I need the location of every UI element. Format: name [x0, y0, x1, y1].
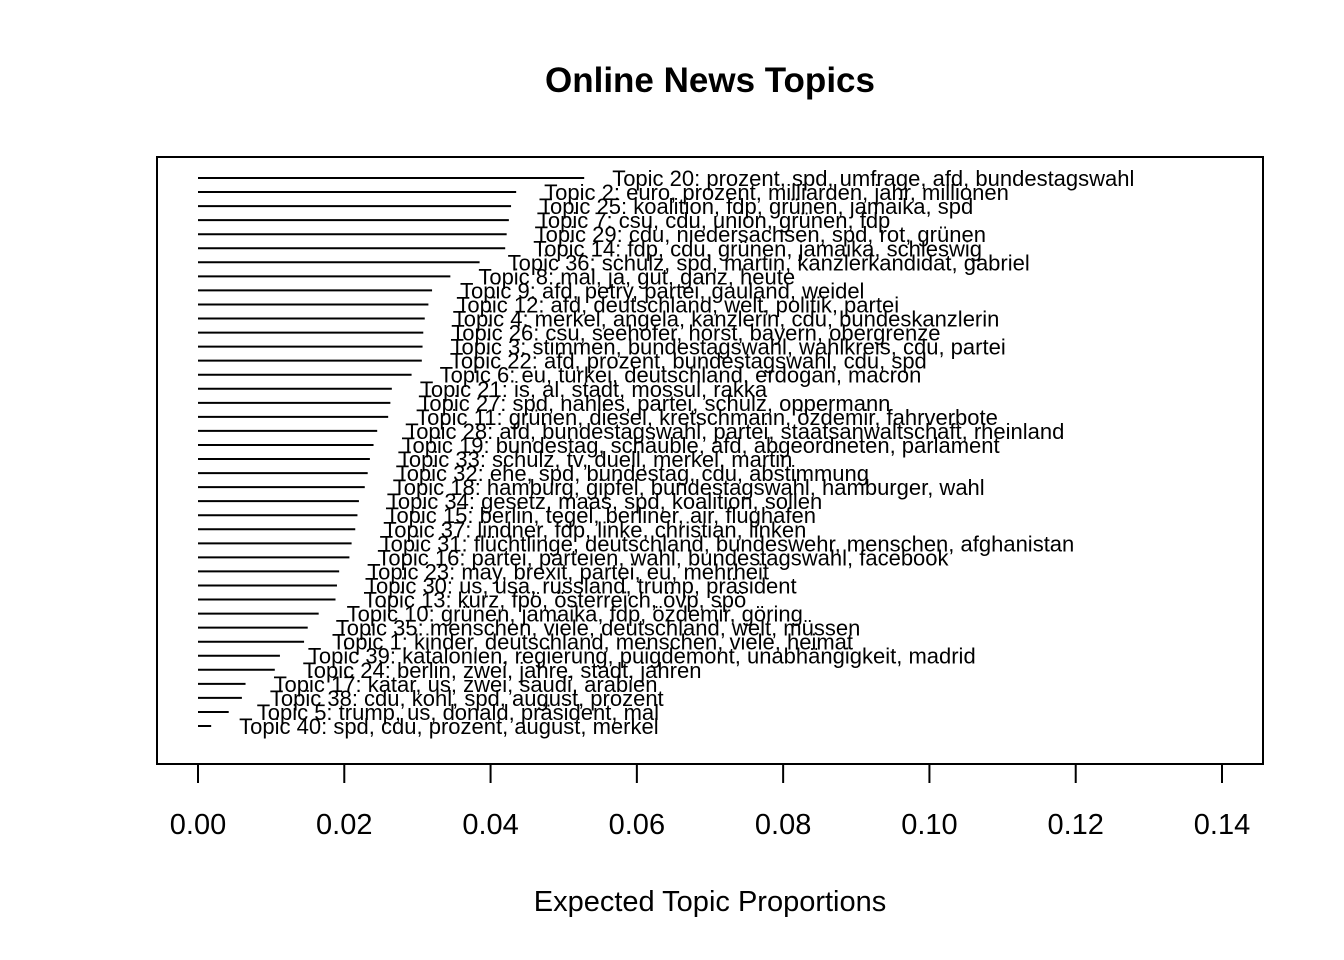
- chart-marks: Topic 20: prozent, spd, umfrage, afd, bu…: [198, 166, 1134, 739]
- chart-title: Online News Topics: [545, 61, 875, 100]
- topic-label: Topic 14: fdp, cdu, grünen, jamaika, sch…: [533, 236, 982, 261]
- topic-label: Topic 21: is, al, stadt, mossul, rakka: [420, 377, 768, 402]
- topic-label: Topic 11: grünen, diesel, kretschmann, ö…: [416, 405, 998, 430]
- topic-label: Topic 35: menschen, viele, deutschland, …: [336, 616, 861, 641]
- topic-label: Topic 12: afd, deutschland, welt, politi…: [456, 292, 899, 317]
- x-tick-label: 0.08: [755, 809, 811, 841]
- topic-label: Topic 37: lindner, fdp, linke, christian…: [383, 517, 806, 542]
- topic-label: Topic 13: kurz, fpö, österreich, övp, sp…: [364, 588, 747, 613]
- x-tick-label: 0.02: [316, 809, 372, 841]
- topic-label: Topic 16: partei, parteien, wahl, bundes…: [377, 545, 949, 570]
- topic-label: Topic 17: katar, us, zwei, saudi, arabie…: [274, 672, 658, 697]
- topic-label: Topic 38: cdu, kohl, spd, august, prozen…: [270, 686, 664, 711]
- topic-label: Topic 23: may, brexit, partei, eu, mehrh…: [367, 559, 769, 584]
- topic-label: Topic 4: merkel, angela, kanzlerin, cdu,…: [453, 307, 1000, 332]
- topic-label: Topic 9: afd, petry, partei, gauland, we…: [460, 278, 864, 303]
- topic-label: Topic 8: mal, ja, gut, ganz, heute: [478, 264, 795, 289]
- topic-label: Topic 15: berlin, tegel, berliner, air, …: [385, 503, 816, 528]
- x-tick-label: 0.00: [170, 809, 226, 841]
- x-tick-label: 0.06: [609, 809, 665, 841]
- x-axis: 0.00 0.02 0.04 0.06 0.08 0.10 0.12 0.14: [170, 763, 1250, 841]
- topic-label: Topic 10: grünen, jamaika, fdp, özdemir,…: [347, 602, 803, 627]
- topic-label: Topic 20: prozent, spd, umfrage, afd, bu…: [612, 166, 1134, 191]
- topic-label: Topic 36: schulz, spd, martin, kanzlerka…: [508, 250, 1030, 275]
- topic-label: Topic 6: eu, türkei, deutschland, erdoga…: [440, 363, 922, 388]
- topic-label: Topic 7: csu, cdu, union, grünen, fdp: [537, 208, 890, 233]
- topic-label: Topic 1: kinder, deutschland, menschen, …: [332, 630, 853, 655]
- topic-label: Topic 32: ehe, spd, bundestag, cdu, abst…: [396, 461, 869, 486]
- topic-label: Topic 22: afd, prozent, bundestagswahl, …: [450, 349, 927, 374]
- topic-label: Topic 28: afd, bundestagswahl, partei, s…: [405, 419, 1064, 444]
- x-tick-label: 0.10: [901, 809, 957, 841]
- topic-label: Topic 30: us, usa, russland, trump, präs…: [365, 573, 797, 598]
- topic-label: Topic 27: spd, nahles, partei, schulz, o…: [418, 391, 890, 416]
- topic-label: Topic 19: bundestag, schäuble, afd, abge…: [402, 433, 1000, 458]
- x-tick-label: 0.12: [1047, 809, 1103, 841]
- topic-label: Topic 5: trump, us, donald, präsident, m…: [257, 700, 659, 725]
- x-tick-label: 0.04: [462, 809, 518, 841]
- topic-label: Topic 29: cdu, niedersachsen, spd, rot, …: [535, 222, 986, 247]
- x-axis-label: Expected Topic Proportions: [534, 886, 887, 918]
- topic-label: Topic 26: csu, seehofer, horst, bayern, …: [451, 321, 940, 346]
- topic-label: Topic 25: koalition, fdp, grünen, jamaik…: [539, 194, 973, 219]
- topic-label: Topic 34: gesetz, maas, spd, koalition, …: [387, 489, 822, 514]
- topic-label: Topic 40: spd, cdu, prozent, august, mer…: [239, 714, 658, 739]
- topic-label: Topic 18: hamburg, gipfel, bundestagswah…: [393, 475, 985, 500]
- topic-label: Topic 31: flüchtlinge, deutschland, bund…: [380, 531, 1075, 556]
- topic-label: Topic 24: berlin, zwei, jahre, stadt, ja…: [303, 658, 702, 683]
- topic-label: Topic 3: stimmen, bundestagswahl, wahlkr…: [451, 335, 1006, 360]
- x-tick-label: 0.14: [1194, 809, 1250, 841]
- topic-label: Topic 2: euro, prozent, milliarden, jahr…: [544, 180, 1009, 205]
- topic-label: Topic 39: katalonien, regierung, puigdem…: [308, 644, 976, 669]
- topic-label: Topic 33: schulz, tv, duell, merkel, mar…: [398, 447, 793, 472]
